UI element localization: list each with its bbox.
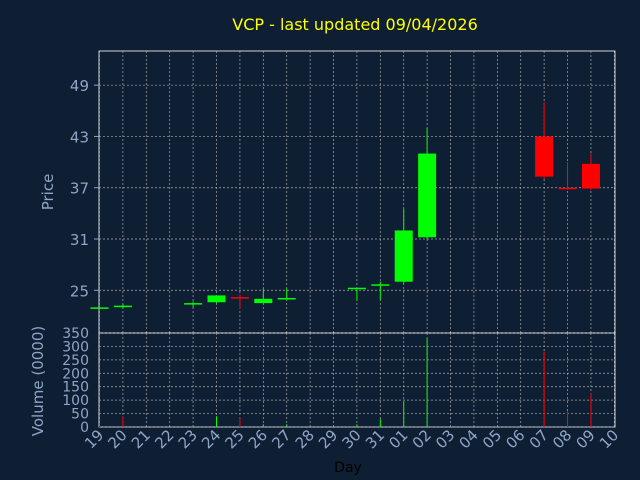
candle-02 [418, 127, 437, 239]
volume-tick-label: 300 [62, 339, 89, 355]
candle-08 [558, 162, 577, 190]
volume-axis-label: Volume (0000) [29, 326, 47, 436]
candle-09 [581, 153, 600, 191]
x-tick-label: 04 [456, 426, 482, 452]
candle-body [394, 230, 413, 282]
candle-body [581, 163, 600, 189]
x-tick-label: 07 [526, 426, 552, 452]
x-tick-label: 23 [175, 426, 201, 452]
price-panel: 25 31 37 43 49 [70, 50, 616, 334]
candle-25 [230, 294, 249, 310]
x-tick-label: 22 [151, 426, 177, 452]
x-tick-label: 25 [222, 426, 248, 452]
volume-tick-label: 350 [62, 326, 89, 342]
x-tick-label: 10 [596, 426, 622, 452]
x-tick-label: 21 [128, 426, 154, 452]
price-tick-label: 43 [70, 128, 89, 146]
x-tick-label: 20 [105, 426, 131, 452]
price-tick-label: 49 [70, 77, 89, 95]
x-tick-label: 08 [549, 426, 575, 452]
candle-24 [207, 295, 226, 304]
candle-body [535, 136, 554, 177]
volume-tick-label: 50 [71, 407, 89, 423]
x-axis-label: Day [334, 460, 362, 476]
x-tick-label: 06 [502, 426, 528, 452]
x-axis: 1920212223242526272829303101020304050607… [81, 426, 622, 452]
x-tick-label: 09 [573, 426, 599, 452]
candle-27 [277, 288, 296, 300]
candle-20 [113, 303, 132, 309]
volume-tick-label: 100 [62, 393, 89, 409]
candle-body [418, 153, 437, 238]
candle-body [371, 284, 390, 286]
x-tick-label: 03 [432, 426, 458, 452]
candle-body [90, 307, 109, 309]
volume-tick-label: 200 [62, 366, 89, 382]
candle-body [230, 297, 249, 299]
x-tick-label: 26 [245, 426, 271, 452]
price-tick-label: 31 [70, 231, 89, 249]
volume-tick-label: 150 [62, 380, 89, 396]
x-tick-label: 05 [479, 426, 505, 452]
volume-tick-label: 250 [62, 353, 89, 369]
candle-30 [347, 287, 366, 301]
x-tick-label: 29 [315, 426, 341, 452]
candle-07 [535, 102, 554, 180]
candle-23 [184, 301, 203, 308]
candle-body [207, 295, 226, 303]
candle-body [254, 298, 273, 304]
candle-26 [254, 288, 273, 304]
candle-body [558, 187, 577, 190]
x-tick-label: 31 [362, 426, 388, 452]
x-tick-label: 30 [339, 426, 365, 452]
price-tick-label: 37 [70, 180, 89, 198]
x-tick-label: 02 [409, 426, 435, 452]
chart-title: VCP - last updated 09/04/2026 [232, 15, 478, 34]
candle-body [184, 303, 203, 305]
candle-body [277, 297, 296, 300]
candle-body [347, 287, 366, 290]
x-tick-label: 28 [292, 426, 318, 452]
candle-31 [371, 281, 390, 300]
price-tick-label: 25 [70, 282, 89, 300]
x-tick-label: 01 [385, 426, 411, 452]
candle-01 [394, 209, 413, 284]
candle-body [113, 305, 132, 308]
volume-tick-label: 0 [80, 420, 89, 436]
volume-plot-frame [98, 332, 616, 428]
x-tick-label: 24 [198, 426, 224, 452]
price-axis-label: Price [39, 174, 57, 211]
x-tick-label: 27 [268, 426, 294, 452]
candle-19 [90, 306, 109, 309]
